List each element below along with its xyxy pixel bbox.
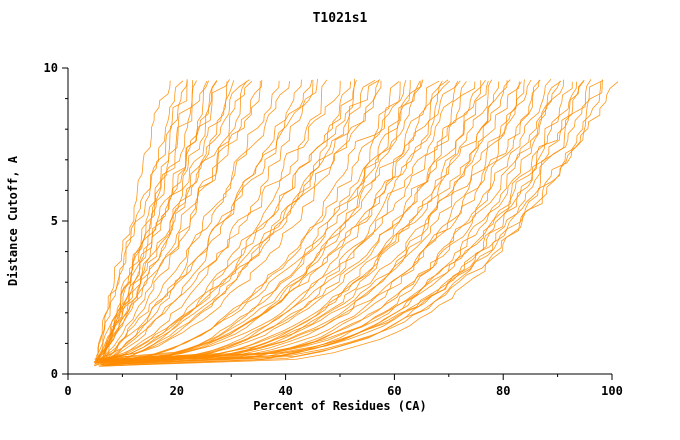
model-curve <box>95 80 376 363</box>
model-curve <box>95 81 228 360</box>
model-curve <box>99 79 314 361</box>
model-curve <box>102 79 263 360</box>
model-curve <box>103 81 619 363</box>
model-curve <box>100 80 585 360</box>
model-curve <box>94 80 188 364</box>
x-tick-label: 100 <box>601 384 623 398</box>
y-tick-label: 5 <box>51 214 58 228</box>
model-curve <box>95 81 253 365</box>
model-curve <box>100 81 602 367</box>
model-curve <box>107 80 443 363</box>
model-curve <box>104 79 604 361</box>
model-curve <box>106 80 489 363</box>
x-tick-label: 20 <box>170 384 184 398</box>
x-tick-label: 80 <box>496 384 510 398</box>
model-curve <box>95 80 197 363</box>
x-axis-label: Percent of Residues (CA) <box>253 399 426 413</box>
model-curve <box>94 81 421 364</box>
model-curve <box>95 81 400 363</box>
model-curve <box>101 80 422 366</box>
x-tick-label: 60 <box>387 384 401 398</box>
model-curve <box>97 79 250 365</box>
model-curve <box>99 80 461 360</box>
model-curve <box>105 81 476 366</box>
model-curve <box>107 80 508 365</box>
y-tick-label: 10 <box>44 61 58 75</box>
model-curve <box>96 79 540 361</box>
model-curves <box>93 78 619 367</box>
y-tick-label: 0 <box>51 367 58 381</box>
model-curve <box>104 79 592 366</box>
axes: 0 20 40 60 80 100 0 5 10 <box>44 61 623 398</box>
model-curve <box>100 80 451 361</box>
model-curve <box>93 80 261 364</box>
model-curve <box>101 81 520 365</box>
model-curve <box>98 80 562 366</box>
model-curve <box>103 81 500 362</box>
model-curve <box>103 79 230 367</box>
model-curve <box>107 79 603 363</box>
model-curve <box>99 79 218 362</box>
model-curve <box>107 80 459 363</box>
model-curve <box>102 80 382 361</box>
model-curve <box>102 79 486 363</box>
x-tick-label: 40 <box>278 384 292 398</box>
model-curve <box>97 79 525 361</box>
model-curve <box>101 81 351 365</box>
model-curve <box>101 79 532 364</box>
model-curve <box>95 81 290 366</box>
model-curve <box>101 79 564 361</box>
model-curve <box>94 79 449 360</box>
y-axis-label: Distance Cutoff, A <box>6 155 20 286</box>
model-curve <box>109 79 541 365</box>
model-curve <box>102 80 440 366</box>
model-curve <box>97 80 341 360</box>
model-curve <box>96 79 493 363</box>
model-curve <box>94 80 482 363</box>
model-curve <box>98 81 577 367</box>
x-tick-label: 0 <box>64 384 71 398</box>
model-curve <box>106 80 407 363</box>
chart-title: T1021s1 <box>313 11 368 26</box>
model-curve <box>107 79 424 362</box>
model-curve <box>94 80 380 360</box>
model-curve <box>100 79 328 362</box>
model-curve <box>102 80 209 362</box>
model-curve <box>94 78 318 363</box>
model-curve <box>96 79 511 363</box>
model-curve <box>101 78 552 362</box>
model-curve <box>96 78 356 361</box>
model-curve <box>93 81 218 366</box>
model-curve <box>97 80 171 361</box>
model-curve <box>107 81 573 364</box>
model-curve <box>103 80 357 362</box>
